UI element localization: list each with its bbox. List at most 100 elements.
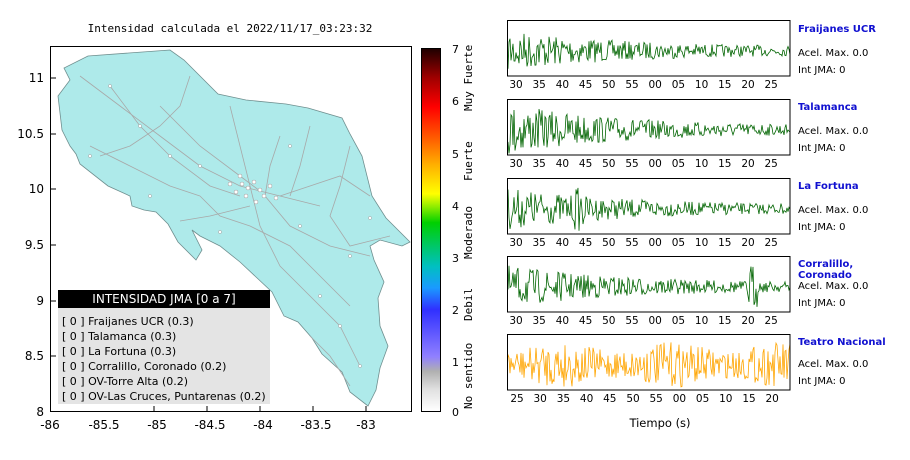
map-title: Intensidad calculada el 2022/11/17_03:23…: [87, 22, 373, 35]
road-network: [79, 75, 391, 387]
waveform-tick-label: 20: [741, 237, 755, 249]
waveform-panel: [507, 99, 791, 156]
map-y-tick: 10: [28, 182, 44, 196]
waveform-tick-label: 20: [765, 393, 779, 405]
waveform-tick-label: 55: [625, 315, 639, 327]
station-name: La Fortuna: [798, 181, 859, 192]
waveform-tick-label: 35: [532, 158, 546, 170]
waveform-tick-label: 25: [764, 315, 778, 327]
legend-row: [ 0 ] La Fortuna (0.3): [62, 345, 177, 358]
station-accel: Acel. Max. 0.0: [798, 359, 869, 370]
waveform-trace: [507, 265, 791, 307]
legend-row: [ 0 ] OV-Torre Alta (0.2): [62, 375, 189, 388]
waveform-tick-label: 00: [648, 237, 662, 249]
waveform-tick-label: 50: [602, 237, 616, 249]
waveform-tick-label: 40: [555, 315, 570, 327]
station-int: Int JMA: 0: [798, 143, 846, 154]
waveform-tick-label: 40: [555, 237, 570, 249]
waveform-tick-label: 25: [764, 79, 778, 91]
time-axis-label: Tiempo (s): [629, 416, 691, 430]
map-x-tick: -84: [253, 418, 273, 432]
waveform-tick-label: 40: [579, 393, 594, 405]
colorbar-number: 5: [452, 148, 459, 161]
waveform-tick-label: 20: [741, 315, 755, 327]
map-x-tick: -83: [356, 418, 376, 432]
waveform-tick-label: 35: [556, 393, 571, 405]
station-accel: Acel. Max. 0.0: [798, 126, 869, 137]
waveform-tick-label: 10: [694, 315, 709, 327]
legend-box: [ 0 ] Fraijanes UCR (0.3) [ 0 ] Talamanc…: [58, 308, 270, 404]
waveform-tick-label: 50: [602, 158, 616, 170]
map-y-tick: 8: [36, 405, 44, 419]
waveform-tick-label: 15: [718, 158, 732, 170]
waveform-frame: [507, 99, 791, 156]
waveform-tick-label: 25: [510, 393, 524, 405]
map-y-tick: 11: [28, 71, 44, 85]
waveform-trace: [507, 109, 791, 154]
waveform-tick-label: 05: [671, 79, 686, 91]
waveform-tick-label: 40: [555, 79, 570, 91]
waveform-frame: [507, 256, 791, 313]
colorbar-number: 1: [452, 356, 459, 369]
map-y-tick: 9: [36, 294, 44, 308]
waveform-tick-label: 20: [741, 158, 755, 170]
waveform-tick-label: 30: [509, 237, 523, 249]
waveform-tick-label: 05: [671, 158, 686, 170]
waveform-tick-label: 50: [602, 79, 616, 91]
city-markers: [88, 84, 372, 368]
map-y-tick: 10.5: [17, 127, 44, 141]
waveform-tick-label: 45: [578, 237, 593, 249]
waveform-tick-label: 30: [509, 158, 523, 170]
waveform-tick-label: 05: [671, 315, 686, 327]
waveform-trace: [507, 341, 791, 388]
waveform-tick-label: 25: [764, 237, 778, 249]
waveform-tick-label: 10: [694, 158, 709, 170]
waveform-tick-label: 45: [578, 315, 593, 327]
waveform-tick-label: 45: [603, 393, 617, 405]
waveform-tick-label: 35: [532, 79, 546, 91]
waveform-panel: [507, 178, 791, 235]
waveform-tick-label: 00: [648, 79, 662, 91]
station-accel: Acel. Max. 0.0: [798, 281, 869, 292]
waveform-frame: [507, 178, 791, 235]
legend-header: INTENSIDAD JMA [0 a 7]: [58, 290, 270, 308]
waveform-tick-label: 45: [578, 79, 593, 91]
station-name: Fraijanes UCR: [798, 24, 876, 35]
waveform-tick-label: 30: [509, 79, 523, 91]
station-int: Int JMA: 0: [798, 298, 846, 309]
waveform-tick-label: 20: [741, 79, 755, 91]
waveform-tick-label: 55: [625, 158, 639, 170]
station-name: Corralillo, Coronado: [798, 259, 854, 281]
waveform-tick-label: 05: [671, 237, 686, 249]
waveform-trace: [507, 187, 791, 231]
waveform-tick-label: 15: [718, 315, 732, 327]
station-accel: Acel. Max. 0.0: [798, 205, 869, 216]
waveform-tick-label: 10: [694, 237, 709, 249]
colorbar-number: 6: [452, 95, 459, 108]
station-int: Int JMA: 0: [798, 222, 846, 233]
intensity-colorbar: [421, 48, 441, 412]
map-x-tick: -84.5: [194, 418, 226, 432]
legend-row: [ 0 ] Talamanca (0.3): [62, 330, 177, 343]
station-int: Int JMA: 0: [798, 376, 846, 387]
waveform-frame: [507, 334, 791, 391]
waveform-tick-label: 15: [718, 237, 732, 249]
waveform-frame: [507, 20, 791, 77]
waveform-tick-label: 15: [742, 393, 756, 405]
waveform-tick-label: 05: [695, 393, 710, 405]
map-x-tick: -85.5: [88, 418, 120, 432]
waveform-tick-label: 00: [648, 315, 662, 327]
station-name: Talamanca: [798, 102, 858, 113]
legend-row: [ 0 ] OV-Las Cruces, Puntarenas (0.2): [62, 390, 266, 403]
waveform-tick-label: 45: [578, 158, 593, 170]
waveform-tick-label: 55: [625, 237, 639, 249]
waveform-tick-label: 50: [602, 315, 616, 327]
waveform-tick-label: 10: [694, 79, 709, 91]
waveform-tick-label: 25: [764, 158, 778, 170]
colorbar-number: 0: [452, 406, 459, 419]
map-x-tick: -83.5: [300, 418, 332, 432]
waveform-tick-label: 55: [625, 79, 639, 91]
legend-row: [ 0 ] Fraijanes UCR (0.3): [62, 315, 194, 328]
colorbar-number: 4: [452, 200, 459, 213]
